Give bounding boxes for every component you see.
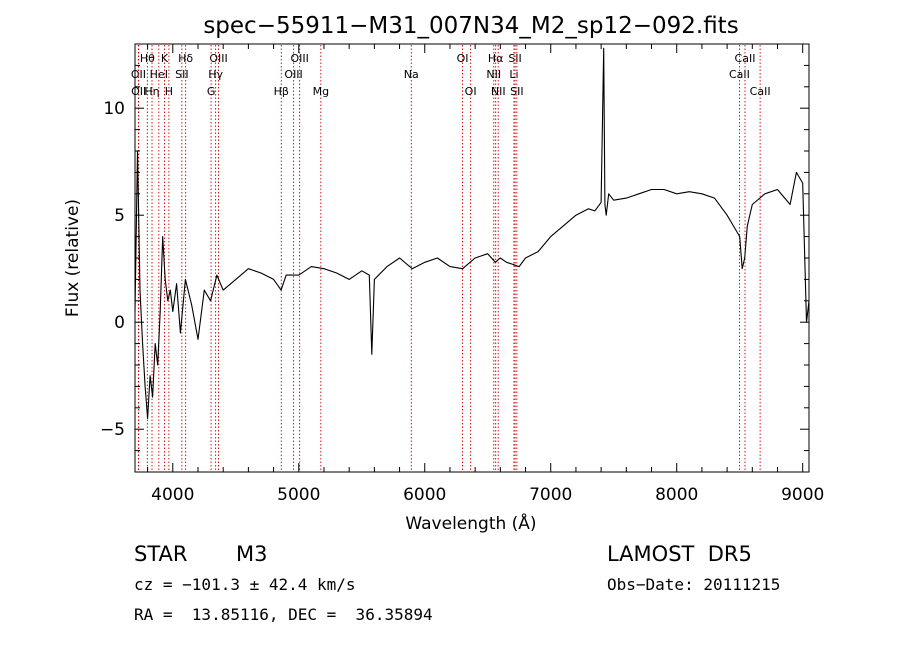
line-marker-label-9: OIII [209,52,227,65]
y-tick-label: 0 [114,313,125,333]
line-marker-label-24: SII [510,85,523,98]
line-marker-label-21: NII [491,85,506,98]
line-marker-label-16: Na [404,68,419,81]
x-tick-label: 5000 [277,485,320,505]
line-marker-label-13: OIII [290,52,308,65]
spectrum-line-group [134,47,810,420]
spectrum-line [134,47,810,420]
survey-release: LAMOST DR5 [607,542,752,566]
line-marker-label-25: CaII [735,52,756,65]
chart-title: spec−55911−M31_007N34_M2_sp12−092.fits [203,13,738,39]
line-marker-label-23: Li [509,68,518,81]
y-tick-label: −5 [100,420,125,440]
line-marker-label-10: Hγ [208,68,223,81]
sky-coordinates: RA = 13.85116, DEC = 36.35894 [134,605,433,624]
line-marker-label-20: NII [486,68,501,81]
line-marker-label-7: Hδ [178,52,193,65]
plot-frame [134,43,810,473]
line-marker-label-0: Hθ [140,52,155,65]
line-marker-label-4: HeI [150,68,168,81]
radial-velocity: cz = −101.3 ± 42.4 km/s [134,575,356,594]
x-tick-label: 9000 [781,485,824,505]
line-marker-label-5: K [161,52,169,65]
x-tick-label: 4000 [151,485,194,505]
object-subclass: M3 [236,542,268,566]
line-marker-label-8: SII [175,68,188,81]
object-type: STAR [134,542,188,566]
line-marker-label-11: G [207,85,216,98]
axis-ticks: 4000 5000 6000 7000 8000 9000 −5 0 5 10 [100,44,824,505]
line-marker-label-14: OIII [284,68,302,81]
line-marker-label-27: CaII [750,85,771,98]
x-tick-label: 8000 [655,485,698,505]
y-tick-label: 10 [103,99,125,119]
observation-date: Obs−Date: 20111215 [607,575,781,594]
line-marker-label-26: CaII [729,68,750,81]
line-marker-label-22: SII [508,52,521,65]
x-tick-label: 7000 [529,485,572,505]
y-axis-label: Flux (relative) [63,199,83,317]
line-marker-label-19: Hα [488,52,504,65]
line-marker-label-17: OI [457,52,469,65]
line-marker-label-1: Hη [144,85,159,98]
line-marker-label-12: Hβ [274,85,289,98]
x-tick-label: 6000 [403,485,446,505]
line-marker-label-18: OI [465,85,477,98]
line-marker-label-15: Mg [313,85,329,98]
x-axis-label: Wavelength (Å) [405,512,536,534]
line-marker-label-6: H [165,85,173,98]
y-tick-label: 5 [114,206,125,226]
